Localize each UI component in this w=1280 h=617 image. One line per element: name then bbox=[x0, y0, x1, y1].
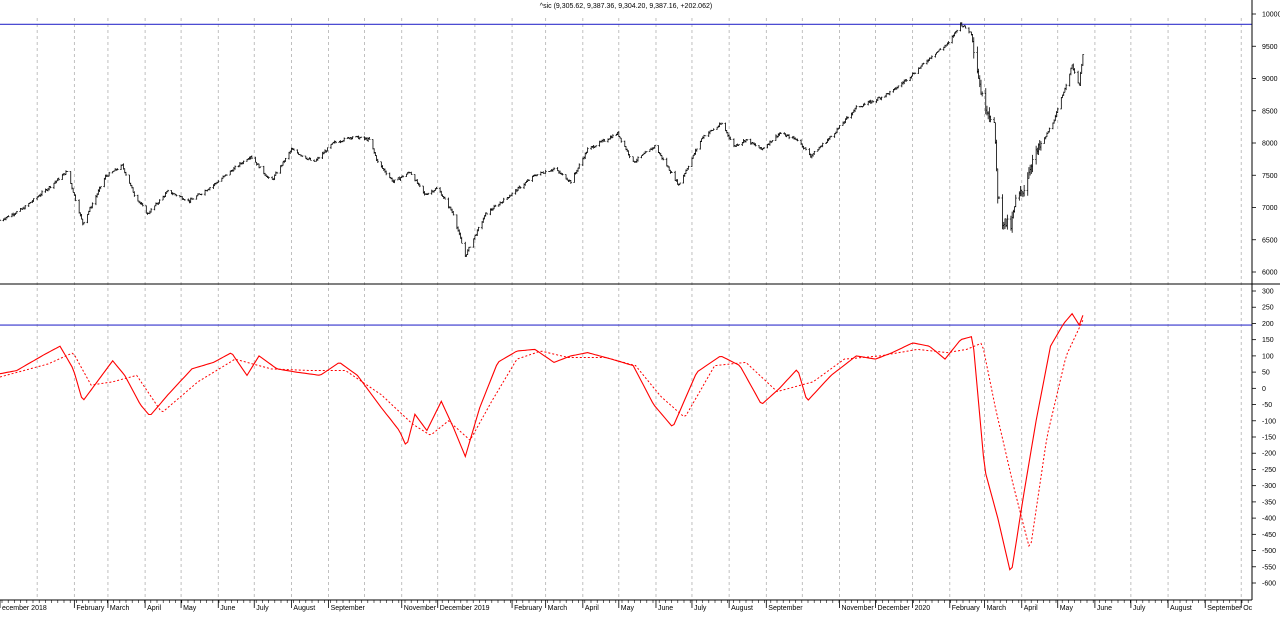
osc-y-tick-label: -500 bbox=[1262, 548, 1276, 555]
osc-y-tick-label: 250 bbox=[1262, 305, 1274, 312]
osc-y-tick-label: -600 bbox=[1262, 581, 1276, 588]
osc-y-tick-label: 50 bbox=[1262, 370, 1270, 377]
osc-y-tick-label: -450 bbox=[1262, 532, 1276, 539]
osc-y-tick-label: 100 bbox=[1262, 353, 1274, 360]
osc-y-tick-label: 150 bbox=[1262, 337, 1274, 344]
x-tick-label: December bbox=[877, 605, 910, 612]
osc-y-tick-label: -100 bbox=[1262, 418, 1276, 425]
price-y-tick-label: 9000 bbox=[1262, 76, 1278, 83]
x-tick-label: July bbox=[694, 605, 707, 612]
osc-y-tick-label: -550 bbox=[1262, 564, 1276, 571]
x-tick-label: February bbox=[952, 605, 981, 612]
price-y-tick-label: 9500 bbox=[1262, 44, 1278, 51]
x-tick-label: April bbox=[147, 605, 161, 612]
price-y-tick-label: 10000 bbox=[1262, 12, 1280, 19]
x-tick-label: November bbox=[404, 605, 437, 612]
osc-y-tick-label: -50 bbox=[1262, 402, 1272, 409]
osc-y-tick-label: -250 bbox=[1262, 467, 1276, 474]
x-tick-label: November bbox=[841, 605, 874, 612]
x-tick-label: March bbox=[987, 605, 1007, 612]
price-y-tick-label: 8500 bbox=[1262, 108, 1278, 115]
x-tick-label: March bbox=[110, 605, 130, 612]
x-tick-label: September bbox=[331, 605, 366, 612]
x-tick-label: September bbox=[1207, 605, 1242, 612]
osc-y-tick-label: -200 bbox=[1262, 451, 1276, 458]
osc-y-tick-label: -400 bbox=[1262, 516, 1276, 523]
x-tick-label: April bbox=[585, 605, 599, 612]
quote-header: ^sic (9,305.62, 9,387.36, 9,304.20, 9,38… bbox=[540, 3, 712, 10]
x-tick-label: May bbox=[621, 605, 635, 612]
price-y-tick-label: 6000 bbox=[1262, 270, 1278, 277]
x-tick-label: February bbox=[514, 605, 543, 612]
x-tick-label: February bbox=[76, 605, 105, 612]
x-tick-label: July bbox=[256, 605, 269, 612]
osc-y-tick-label: -350 bbox=[1262, 499, 1276, 506]
x-tick-label: March bbox=[548, 605, 568, 612]
osc-y-tick-label: 300 bbox=[1262, 289, 1274, 296]
x-tick-label: August bbox=[731, 605, 753, 612]
price-y-tick-label: 6500 bbox=[1262, 237, 1278, 244]
osc-y-tick-label: -300 bbox=[1262, 483, 1276, 490]
x-tick-label: September bbox=[768, 605, 803, 612]
osc-y-tick-label: -150 bbox=[1262, 435, 1276, 442]
x-tick-label: May bbox=[1060, 605, 1074, 612]
x-tick-label: April bbox=[1024, 605, 1038, 612]
x-tick-label: August bbox=[293, 605, 315, 612]
x-tick-label: June bbox=[658, 605, 673, 612]
x-tick-label: Oc bbox=[1243, 605, 1252, 612]
price-y-tick-label: 8000 bbox=[1262, 141, 1278, 148]
x-tick-label: December 2019 bbox=[440, 605, 490, 612]
x-tick-label: May bbox=[183, 605, 197, 612]
osc-y-tick-label: 200 bbox=[1262, 321, 1274, 328]
x-tick-label: ecember 2018 bbox=[2, 605, 47, 612]
price-y-tick-label: 7500 bbox=[1262, 173, 1278, 180]
x-tick-label: 2020 bbox=[915, 605, 931, 612]
x-tick-label: June bbox=[1097, 605, 1112, 612]
osc-y-tick-label: 0 bbox=[1262, 386, 1266, 393]
x-tick-label: June bbox=[220, 605, 235, 612]
price-y-tick-label: 7000 bbox=[1262, 205, 1278, 212]
x-tick-label: August bbox=[1170, 605, 1192, 612]
x-tick-label: July bbox=[1133, 605, 1146, 612]
